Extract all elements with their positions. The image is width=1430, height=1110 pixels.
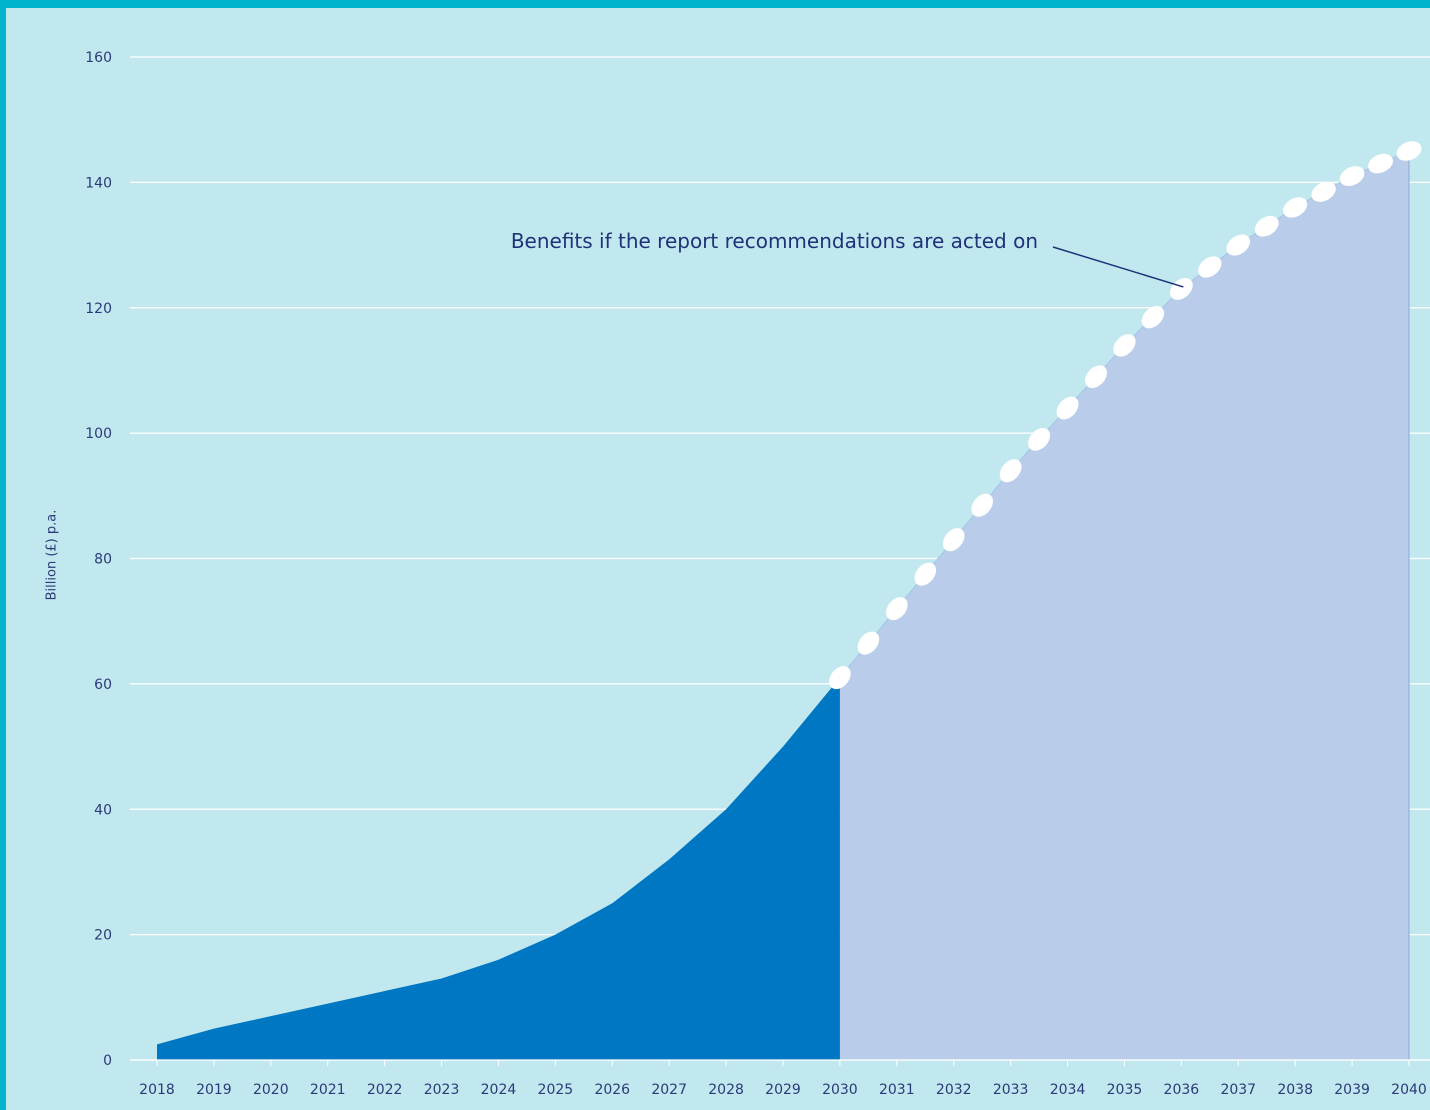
x-tick-label: 2018 bbox=[139, 1082, 175, 1098]
annotation-leader-line bbox=[1052, 246, 1184, 288]
projection-marker bbox=[1339, 166, 1365, 187]
y-tick-label: 80 bbox=[94, 552, 112, 568]
x-tick-label: 2030 bbox=[822, 1082, 858, 1098]
projection-marker bbox=[1169, 278, 1193, 300]
x-tick-label: 2019 bbox=[196, 1082, 232, 1098]
projection-marker bbox=[1396, 141, 1422, 161]
x-tick-label: 2023 bbox=[424, 1082, 460, 1098]
projection-marker bbox=[1198, 256, 1222, 278]
projection-marker bbox=[829, 666, 851, 690]
x-tick-label: 2026 bbox=[594, 1082, 630, 1098]
x-tick-label: 2034 bbox=[1050, 1082, 1086, 1098]
projection-marker bbox=[1226, 234, 1251, 256]
x-tick-label: 2021 bbox=[310, 1082, 346, 1098]
y-tick-label: 140 bbox=[85, 175, 112, 191]
top-accent-band bbox=[0, 0, 1430, 8]
projection-marker bbox=[1113, 334, 1136, 357]
projection-marker bbox=[971, 493, 993, 517]
x-tick-label: 2025 bbox=[538, 1082, 574, 1098]
y-tick-label: 60 bbox=[94, 677, 112, 693]
x-tick-label: 2029 bbox=[765, 1082, 801, 1098]
projection-marker bbox=[1056, 396, 1079, 420]
x-tick-label: 2022 bbox=[367, 1082, 403, 1098]
y-tick-label: 20 bbox=[94, 928, 112, 944]
y-tick-label: 0 bbox=[103, 1053, 112, 1069]
x-tick-label: 2038 bbox=[1277, 1082, 1313, 1098]
projection-marker bbox=[857, 631, 880, 655]
x-tick-label: 2037 bbox=[1220, 1082, 1256, 1098]
x-tick-label: 2032 bbox=[936, 1082, 972, 1098]
projected-benefits-area bbox=[839, 151, 1409, 1060]
projection-marker bbox=[886, 597, 908, 621]
x-tick-label: 2024 bbox=[481, 1082, 517, 1098]
current-benefits-area bbox=[157, 677, 840, 1060]
x-tick-label: 2033 bbox=[993, 1082, 1029, 1098]
x-tick-label: 2040 bbox=[1391, 1082, 1427, 1098]
x-tick-label: 2035 bbox=[1107, 1082, 1143, 1098]
projection-marker bbox=[1283, 197, 1308, 218]
x-tick-label: 2039 bbox=[1334, 1082, 1370, 1098]
y-tick-label: 40 bbox=[94, 802, 112, 818]
x-tick-label: 2020 bbox=[253, 1082, 289, 1098]
left-accent-band bbox=[0, 0, 6, 1110]
projection-marker bbox=[1368, 153, 1393, 174]
x-tick-label: 2028 bbox=[708, 1082, 744, 1098]
projection-marker bbox=[1254, 215, 1279, 237]
y-tick-label: 120 bbox=[85, 301, 112, 317]
projection-marker bbox=[1311, 181, 1336, 202]
x-tick-label: 2036 bbox=[1164, 1082, 1200, 1098]
y-tick-label: 160 bbox=[85, 50, 112, 66]
projection-marker bbox=[1085, 365, 1107, 389]
projection-marker bbox=[914, 562, 937, 586]
x-tick-label: 2031 bbox=[879, 1082, 915, 1098]
y-tick-label: 100 bbox=[85, 426, 112, 442]
projection-marker bbox=[942, 528, 965, 552]
projection-marker bbox=[999, 459, 1022, 483]
annotation-label: Benefits if the report recommendations a… bbox=[511, 229, 1038, 253]
projection-marker bbox=[1028, 428, 1051, 451]
x-tick-label: 2027 bbox=[651, 1082, 687, 1098]
projection-marker bbox=[1141, 305, 1165, 329]
